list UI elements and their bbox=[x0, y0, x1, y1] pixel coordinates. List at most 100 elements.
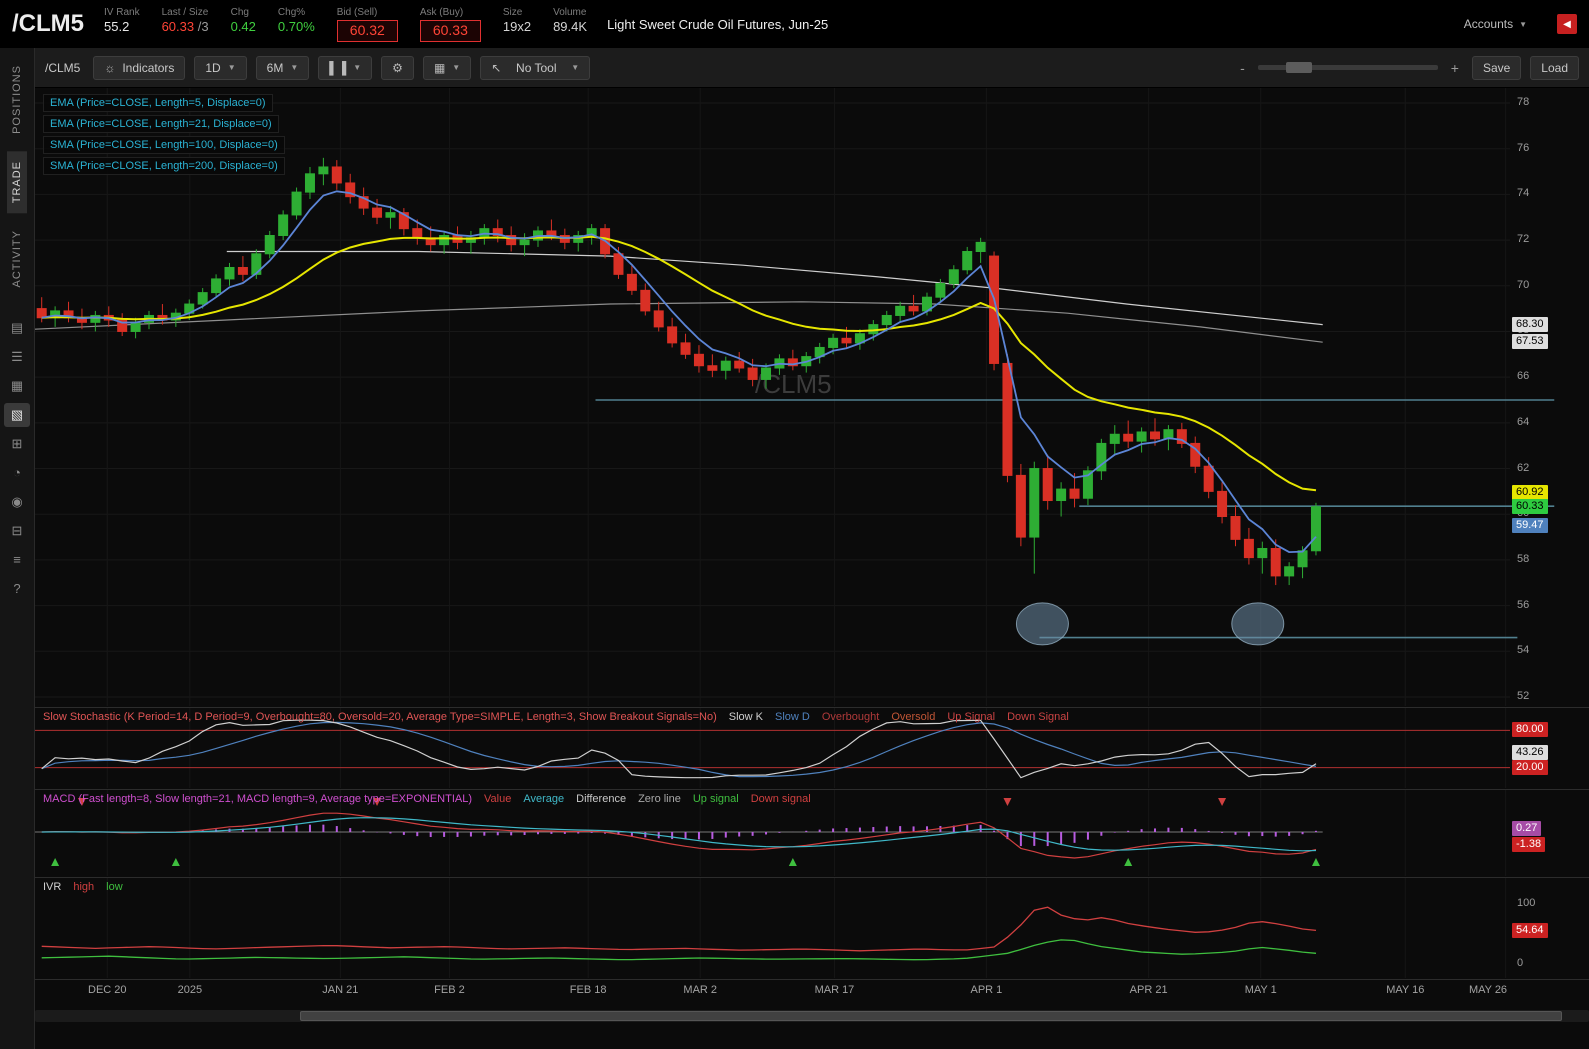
tool-value: No Tool bbox=[516, 60, 557, 75]
sidebar-tab-activity[interactable]: ACTIVITY bbox=[11, 230, 23, 288]
chart-scrollbar[interactable] bbox=[35, 1010, 1589, 1022]
zoom-slider[interactable] bbox=[1257, 62, 1438, 73]
quote-field-volume: Volume 89.4K bbox=[553, 7, 587, 42]
quote-field-size: Size 19x2 bbox=[503, 7, 531, 42]
macd-badge: -1.38 bbox=[1512, 837, 1546, 853]
zoom-in-button[interactable]: + bbox=[1450, 59, 1459, 76]
working-orders-icon[interactable]: ☰ bbox=[11, 348, 23, 364]
stochastic-pane-canvas[interactable] bbox=[35, 708, 1589, 788]
time-axis-label: MAR 17 bbox=[814, 984, 855, 996]
price-axis-tick: 56 bbox=[1517, 598, 1530, 611]
down-signal-arrow bbox=[77, 798, 86, 806]
layout-dropdown[interactable]: ▦ ▼ bbox=[422, 55, 472, 80]
pane-separator bbox=[35, 789, 1589, 790]
community-icon[interactable]: ◉ bbox=[11, 493, 23, 509]
range-dropdown[interactable]: 6M ▼ bbox=[255, 55, 310, 80]
time-axis[interactable]: DEC 20 2025 JAN 21 FEB 2 FEB 18 MAR 2 MAR 17 AP… bbox=[35, 980, 1589, 1002]
quote-field-value: 60.33 bbox=[419, 20, 481, 42]
sidebar-tab-trade[interactable]: TRADE bbox=[7, 150, 27, 214]
drawing-tool-dropdown[interactable]: ↖ No Tool ▼ bbox=[480, 55, 591, 80]
time-axis-label: MAY 26 bbox=[1468, 984, 1508, 996]
quote-field-bid-sell-: Bid (Sell) 60.32 bbox=[336, 6, 398, 42]
quote-field-label: Ask (Buy) bbox=[419, 6, 464, 18]
price-badge: 60.33 bbox=[1512, 498, 1548, 514]
quote-field-value: 0.42 bbox=[231, 19, 256, 35]
chevron-down-icon: ▼ bbox=[353, 63, 362, 72]
ivr-label-row-title: IVR bbox=[43, 881, 62, 893]
price-axis-tick: 64 bbox=[1517, 415, 1530, 428]
save-button[interactable]: Save bbox=[1471, 55, 1522, 80]
quote-field-label: Last / Size bbox=[161, 6, 209, 18]
calendar-icon[interactable]: ▦ bbox=[10, 377, 24, 393]
zoom-out-button[interactable]: - bbox=[1240, 59, 1245, 76]
macd-label-row: MACD (Fast length=8, Slow length=21, MAC… bbox=[43, 793, 823, 805]
legend-item: Up signal bbox=[692, 793, 739, 805]
time-axis-label: FEB 18 bbox=[569, 984, 607, 996]
legend-item: Oversold bbox=[891, 711, 936, 723]
quote-field-iv-rank: IV Rank 55.2 bbox=[104, 7, 140, 42]
study-label: SMA (Price=CLOSE, Length=100, Displace=0… bbox=[43, 136, 285, 154]
price-badge: 59.47 bbox=[1512, 518, 1548, 534]
toolbar-symbol-label: /CLM5 bbox=[45, 60, 81, 75]
help-icon[interactable]: ? bbox=[13, 581, 21, 597]
legend-item: Down signal bbox=[750, 793, 811, 805]
down-signal-arrow bbox=[1218, 798, 1227, 806]
reports-icon[interactable]: ≡ bbox=[13, 552, 21, 568]
quote-value-main: 19x2 bbox=[502, 19, 532, 34]
time-axis-label: APR 1 bbox=[970, 984, 1003, 996]
indicators-icon: ☼ bbox=[104, 60, 116, 75]
quote-value-main: 55.2 bbox=[104, 19, 130, 34]
chevron-down-icon: ▼ bbox=[571, 63, 580, 72]
monitor-icon[interactable]: ▤ bbox=[10, 319, 24, 335]
history-clock-icon[interactable]: ◔ bbox=[13, 465, 21, 481]
legend-item: Overbought bbox=[821, 711, 880, 723]
load-button[interactable]: Load bbox=[1530, 55, 1579, 80]
quote-field-ask-buy-: Ask (Buy) 60.33 bbox=[419, 6, 481, 42]
chart-area[interactable]: /CLM5787674727068666462605856545268.3067… bbox=[35, 88, 1589, 1049]
active-chart-icon[interactable]: ▧ bbox=[4, 402, 30, 427]
sma100-line bbox=[226, 250, 1323, 326]
quote-field-value: 55.2 bbox=[104, 19, 129, 35]
ivr-axis-tick: 0 bbox=[1517, 957, 1524, 969]
timeframe-dropdown[interactable]: 1D ▼ bbox=[194, 55, 247, 80]
quote-field-value: 0.70% bbox=[278, 19, 315, 35]
sma200-line bbox=[35, 301, 1323, 343]
stochastic-badge: 20.00 bbox=[1512, 759, 1548, 775]
pane-separator bbox=[35, 707, 1589, 708]
legend-item: Slow D bbox=[775, 711, 810, 723]
highlight-ellipse bbox=[1015, 602, 1069, 646]
accounts-dropdown[interactable]: Accounts ▼ bbox=[1464, 17, 1527, 31]
chart-scrollbar-thumb[interactable] bbox=[300, 1011, 1562, 1021]
macd-pane-canvas[interactable] bbox=[35, 790, 1589, 876]
ivr-low-line bbox=[41, 939, 1317, 961]
ivr-high-line bbox=[41, 906, 1317, 952]
left-sidebar: POSITIONS TRADE ACTIVITY ▤ ☰ ▦ ▧ ⊞ ◔ ◉ ⊟ ≡? bbox=[0, 48, 35, 1049]
quote-field-label: Bid (Sell) bbox=[336, 6, 378, 18]
apps-grid-icon[interactable]: ⊞ bbox=[11, 435, 23, 451]
chevron-down-icon: ▼ bbox=[290, 63, 299, 72]
legend-item: Value bbox=[484, 793, 512, 805]
products-box-icon[interactable]: ⊟ bbox=[11, 522, 23, 538]
pane-separator bbox=[35, 877, 1589, 878]
price-axis-tick: 52 bbox=[1517, 689, 1530, 702]
price-axis-tick: 66 bbox=[1517, 370, 1530, 383]
support-button[interactable]: ◀ bbox=[1557, 14, 1577, 34]
ivr-badge: 54.64 bbox=[1512, 923, 1548, 938]
quote-value-main: 0.70% bbox=[277, 19, 315, 34]
quote-field-label: Size bbox=[502, 6, 523, 18]
zoom-slider-thumb[interactable] bbox=[1285, 62, 1312, 73]
indicators-label: Indicators bbox=[122, 60, 175, 75]
indicators-button[interactable]: ☼ Indicators bbox=[93, 55, 186, 80]
quote-fields: IV Rank 55.2 Last / Size 60.33 /3 Chg 0.42 Chg… bbox=[104, 7, 587, 42]
quote-value-main: 60.33 bbox=[161, 19, 195, 34]
chart-style-icon: ▌▐ bbox=[329, 60, 347, 75]
chart-style-dropdown[interactable]: ▌▐ ▼ bbox=[318, 55, 373, 80]
sidebar-tab-positions[interactable]: POSITIONS bbox=[11, 65, 23, 134]
settings-button[interactable]: ⚙ bbox=[381, 55, 414, 80]
stochastic-label-row-title: Slow Stochastic (K Period=14, D Period=9… bbox=[43, 711, 717, 723]
chevron-down-icon: ▼ bbox=[227, 63, 236, 72]
ivr-pane-canvas[interactable] bbox=[35, 878, 1589, 978]
legend-item: Difference bbox=[576, 793, 627, 805]
price-badge: 67.53 bbox=[1512, 334, 1548, 350]
price-pane-canvas[interactable]: /CLM5 bbox=[35, 88, 1589, 706]
